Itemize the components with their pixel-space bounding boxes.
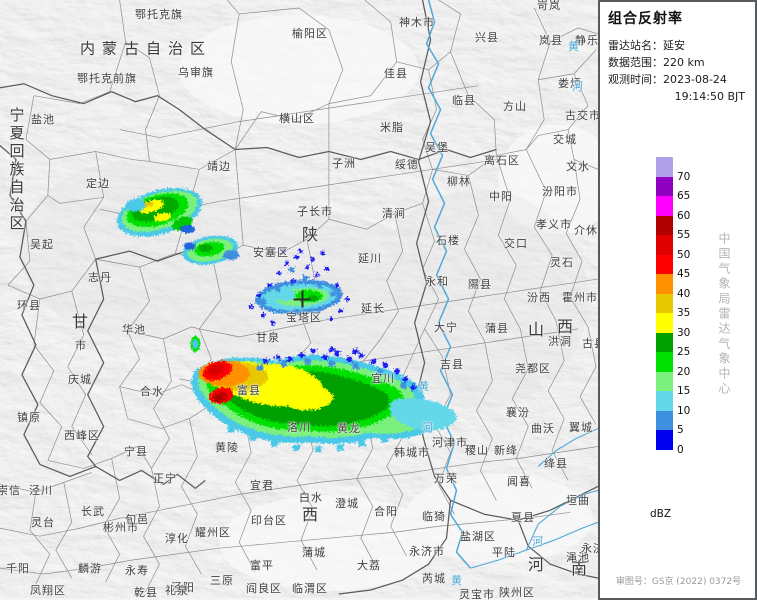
- range-value: 220 km: [663, 56, 705, 69]
- info-row-time: 观测时间：2023-08-24: [608, 71, 751, 88]
- tick-label: 15: [677, 385, 691, 397]
- color-swatch: [656, 254, 673, 274]
- color-swatch: [656, 352, 673, 372]
- tick-label: 55: [677, 229, 691, 241]
- tick-label: 40: [677, 287, 691, 300]
- time-clock-value: 19:14:50 BJT: [674, 90, 745, 103]
- radar-map-panel[interactable]: 内蒙古自治区 宁夏回族自治区陕甘山西西河南市鄂托克旗 鄂托克前旗 乌审旗 盐池 定边 吴起志…: [0, 0, 600, 600]
- station-value: 延安: [663, 39, 685, 52]
- color-swatch: [656, 332, 673, 352]
- color-swatch: [656, 313, 673, 333]
- organization-watermark: 中国气象局雷达气象中心: [717, 232, 731, 397]
- color-swatch: [656, 430, 673, 450]
- tick-label: 50: [677, 248, 691, 261]
- station-label: 雷达站名：: [608, 39, 663, 52]
- product-title: 组合反射率: [608, 11, 683, 27]
- color-swatch: [656, 196, 673, 216]
- tick-label: 70: [677, 170, 691, 183]
- dbz-color-scale: 70 65 60 55 50 45 40 35 30 25 20 15 10 5 0: [656, 157, 690, 456]
- map-review-number-footer: 审图号：GS京 (2022) 0372号: [615, 577, 742, 587]
- color-bar: [656, 157, 673, 450]
- info-row-range: 数据范围：220 km: [608, 54, 751, 71]
- tick-label: 65: [677, 190, 691, 202]
- tick-label: 25: [677, 346, 691, 358]
- tick-label: 30: [677, 326, 691, 339]
- tick-label: 60: [677, 209, 691, 222]
- tick-label: 5: [677, 424, 684, 436]
- color-swatch: [656, 215, 673, 235]
- dbz-unit-label: dBZ: [650, 508, 672, 520]
- color-swatch: [656, 391, 673, 411]
- info-legend-panel: 组合反射率 雷达站名：延安 数据范围：220 km 观测时间：2023-08-2…: [600, 0, 757, 600]
- tick-label: 10: [677, 404, 691, 417]
- tick-label: 0: [677, 443, 684, 456]
- color-swatch: [656, 293, 673, 313]
- tick-label: 20: [677, 365, 691, 378]
- color-swatch: [656, 274, 673, 294]
- tick-label: 35: [677, 307, 691, 319]
- tick-label: 45: [677, 268, 691, 280]
- color-swatch: [656, 235, 673, 255]
- color-swatch: [656, 157, 673, 177]
- color-bar-ticks: 70 65 60 55 50 45 40 35 30 25 20 15 10 5 0: [677, 157, 717, 456]
- color-swatch: [656, 371, 673, 391]
- radar-info-block: 组合反射率 雷达站名：延安 数据范围：220 km 观测时间：2023-08-2…: [600, 0, 757, 105]
- range-label: 数据范围：: [608, 56, 663, 69]
- info-row-station: 雷达站名：延安: [608, 37, 751, 54]
- radar-station-marker-icon: [293, 290, 311, 308]
- color-swatch: [656, 176, 673, 196]
- time-date-value: 2023-08-24: [663, 73, 727, 86]
- color-swatch: [656, 410, 673, 430]
- time-label: 观测时间：: [608, 73, 663, 86]
- radar-echo-layer: [116, 187, 457, 453]
